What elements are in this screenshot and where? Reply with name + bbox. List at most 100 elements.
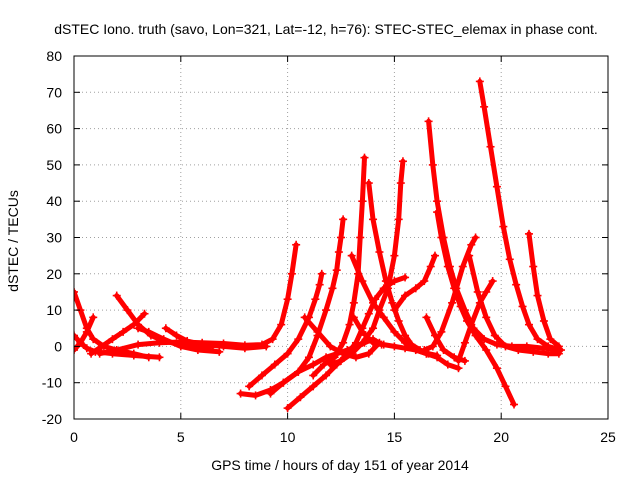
data-point [439,346,448,355]
x-tick-label: 10 [280,429,296,445]
data-arc-8 [95,240,301,358]
data-point [512,280,521,289]
data-point [482,287,491,296]
data-point [315,280,324,289]
data-point [270,360,279,369]
data-point [155,338,164,347]
data-arc-23 [433,208,519,409]
data-point [339,349,348,358]
data-point [388,298,397,307]
data-arc-26 [465,251,563,358]
data-point [381,277,390,286]
data-point [358,338,367,347]
data-point [546,335,555,344]
data-point [524,320,533,329]
data-arc-15 [300,313,384,362]
data-point [215,347,224,356]
data-point [337,356,345,365]
data-point [539,316,548,325]
data-point [330,353,339,362]
data-point [349,313,358,322]
data-point [112,346,121,355]
data-point [505,255,514,264]
data-arc-line [268,336,385,397]
data-point [257,371,266,380]
data-point [334,248,343,257]
data-point [236,389,245,398]
data-point [480,335,489,344]
grid [74,56,608,419]
data-point [420,277,429,286]
data-series-group [74,77,566,413]
y-tick-label: 40 [46,193,62,209]
x-tick-label: 25 [600,429,616,445]
data-arc-line [310,155,367,378]
data-point [467,320,476,329]
data-point [112,291,121,300]
data-point [108,335,117,344]
data-arc-line [477,78,564,353]
data-point [390,251,399,260]
data-point [554,342,563,351]
data-arc-21 [420,233,480,355]
data-point [349,298,358,307]
data-point [401,291,410,300]
data-point [490,331,499,340]
data-point [240,341,249,350]
data-point [193,346,202,355]
data-arc-line [456,278,496,364]
data-point [279,378,288,387]
data-point [450,284,459,293]
data-point [369,298,378,307]
data-point [134,324,143,333]
data-point [97,342,106,351]
data-point [390,342,399,351]
data-point [428,160,437,169]
data-point [300,313,309,322]
data-point [326,360,335,369]
data-point [424,117,433,126]
data-point [401,331,410,340]
data-point [401,338,410,347]
data-point [134,340,143,349]
y-tick-label: 30 [46,230,62,246]
data-arc-line [238,216,346,398]
data-point [326,342,335,351]
y-tick-label: -10 [42,375,62,391]
data-point [411,284,420,293]
data-point [510,400,519,409]
data-point [450,353,459,362]
data-point [514,346,523,355]
data-point [339,215,348,224]
data-point [480,102,489,111]
x-tick-label: 15 [387,429,403,445]
data-point [123,306,132,315]
data-point [501,342,510,351]
data-point [266,389,275,398]
data-point [347,251,356,260]
data-point [454,356,463,365]
data-arc-13 [309,153,369,380]
data-point [379,340,388,349]
data-point [529,347,538,356]
data-point [161,324,170,333]
data-point [283,404,292,413]
data-point [317,269,326,278]
x-tick-label: 5 [177,429,185,445]
data-point [433,208,442,217]
data-point [313,327,322,336]
data-point [473,287,482,296]
data-point [176,338,185,347]
data-point [488,277,497,286]
data-point [398,157,407,166]
data-point [287,269,296,278]
data-point [172,331,181,340]
data-point [337,233,345,242]
data-point [87,349,96,358]
x-axis-label: GPS time / hours of day 151 of year 2014 [211,457,469,473]
data-point [74,287,78,296]
y-tick-label: 70 [46,84,62,100]
data-point [426,262,435,271]
data-point [482,313,491,322]
data-point [492,182,501,191]
